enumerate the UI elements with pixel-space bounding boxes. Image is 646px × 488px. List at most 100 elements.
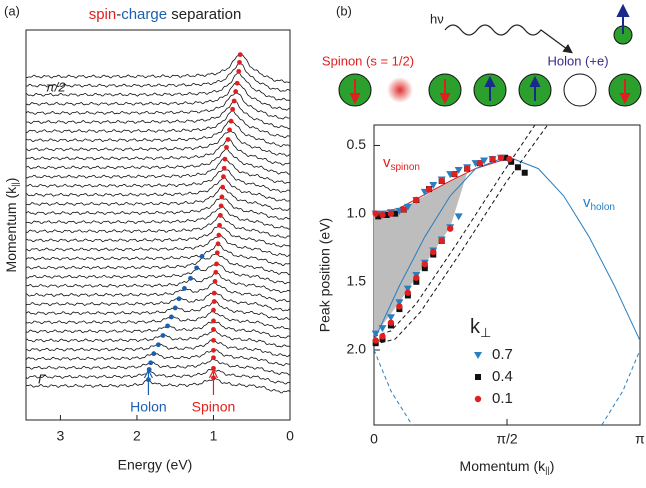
- peak-dot: [214, 250, 220, 256]
- point: [387, 319, 395, 326]
- point: [396, 303, 403, 310]
- peak-dot: [211, 318, 216, 324]
- point: [421, 265, 428, 272]
- y-tick-label: 1.5: [347, 273, 367, 289]
- point: [489, 155, 496, 163]
- x-tick-label: 3: [57, 428, 65, 444]
- spin-arrow: [484, 75, 496, 101]
- peak-dot: [218, 203, 224, 209]
- label-part: v: [583, 194, 591, 211]
- x-axis-label: Energy (eV): [118, 457, 193, 473]
- point: [497, 154, 505, 161]
- point: [375, 213, 382, 220]
- peak-dot: [230, 106, 236, 112]
- label-part: ): [550, 458, 555, 474]
- point: [371, 330, 380, 338]
- peak-dot: [155, 342, 161, 348]
- y-axis-label: Peak position (eV): [317, 218, 333, 332]
- point: [403, 285, 412, 293]
- x-tick-label: 1: [210, 428, 218, 444]
- edc-curve: [25, 310, 291, 330]
- label-part: Momentum (k: [460, 458, 547, 474]
- x-tick-label: 0: [286, 428, 294, 444]
- point: [447, 225, 454, 232]
- photon-label: hν: [430, 11, 444, 26]
- point: [395, 299, 404, 307]
- series-label: Spinon: [192, 399, 236, 415]
- point: [476, 159, 484, 167]
- point: [514, 164, 521, 171]
- label-part: ||: [545, 465, 550, 475]
- peak-dot: [211, 290, 217, 296]
- point: [429, 182, 438, 189]
- x-axis-label: Momentum (k||): [460, 458, 555, 476]
- peak-dot: [237, 59, 242, 65]
- peak-dot: [194, 265, 200, 271]
- point: [383, 212, 390, 218]
- x-tick-label: π: [635, 431, 645, 447]
- edc-curve: [25, 292, 291, 312]
- edc-curve: [25, 349, 291, 367]
- peak-dot: [227, 127, 232, 133]
- panel-label: (b): [336, 3, 352, 18]
- edc-curve: [25, 168, 291, 193]
- x-tick-label: 2: [133, 428, 141, 444]
- peak-dot: [215, 241, 221, 247]
- point: [502, 154, 509, 161]
- y-tick-label: 2.0: [347, 341, 367, 357]
- edc-curve: [26, 377, 291, 394]
- edc-curve: [25, 234, 291, 257]
- peak-dot: [182, 285, 187, 291]
- peak-dot: [222, 156, 228, 162]
- peak-dot: [168, 314, 174, 320]
- legend-marker: [474, 395, 482, 403]
- curve: [374, 349, 413, 425]
- legend-label: 0.4: [492, 368, 513, 385]
- point: [403, 203, 412, 211]
- x-tick-label: 0: [370, 431, 378, 447]
- peak-dot: [221, 174, 226, 180]
- point: [387, 210, 395, 217]
- peak-dot: [236, 69, 242, 74]
- peak-dot: [225, 137, 231, 142]
- point: [413, 274, 420, 281]
- y-tick-label: 1.0: [347, 204, 367, 220]
- label-part: holon: [591, 202, 615, 213]
- peak-dot: [176, 296, 182, 302]
- edc-curve: [25, 263, 291, 285]
- sites: [338, 73, 642, 107]
- spin-arrow: [529, 75, 541, 101]
- cartoon: hν Spinon (s = 1/2) Holon (+e): [322, 3, 642, 107]
- peak-dot: [219, 194, 225, 200]
- label-part: k: [470, 316, 481, 338]
- edc-curve: [25, 101, 291, 130]
- edc-curve: [25, 321, 291, 339]
- peak-dot: [212, 279, 218, 284]
- peak-dot: [213, 269, 219, 275]
- series-label: Holon: [130, 399, 167, 415]
- label-part: ): [3, 178, 19, 183]
- peak-dot: [211, 299, 217, 304]
- edc-curve: [25, 215, 291, 239]
- point: [430, 248, 437, 256]
- arrow: [143, 368, 153, 395]
- point: [451, 170, 458, 178]
- edc-curve: [25, 186, 291, 211]
- peak-dot: [211, 355, 216, 361]
- curve: [601, 349, 640, 425]
- legend-label: 0.7: [492, 346, 513, 363]
- arrow: [616, 3, 630, 34]
- edc-curve: [25, 62, 291, 92]
- peak-dot: [214, 261, 219, 267]
- legend-marker: [475, 374, 481, 380]
- edc-curve: [25, 148, 291, 175]
- peak-dot: [211, 327, 216, 332]
- panel-label: (a): [4, 3, 20, 18]
- point: [480, 157, 489, 165]
- edc-curve: [25, 225, 291, 248]
- peak-dot: [211, 365, 216, 371]
- legend-title: k⊥: [470, 316, 491, 340]
- edc-curve: [25, 72, 291, 102]
- x-tick-label: π/2: [496, 431, 518, 447]
- peak-dot: [165, 323, 170, 329]
